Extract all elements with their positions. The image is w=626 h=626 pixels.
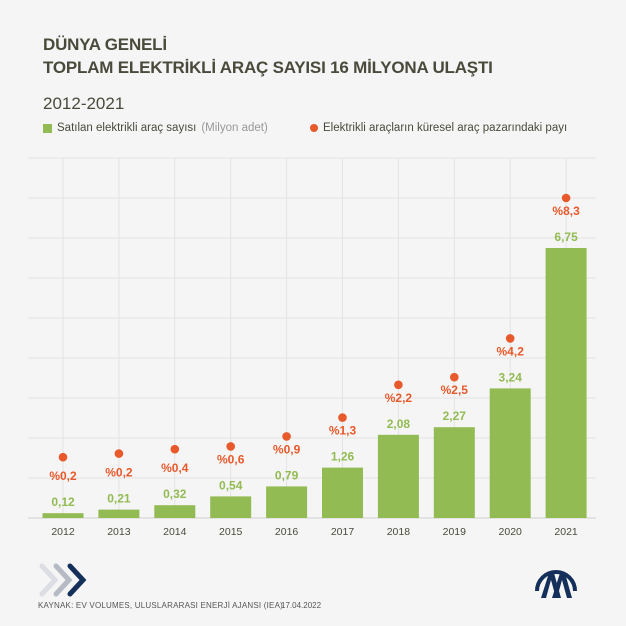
share-label: %4,2 <box>497 344 525 358</box>
legend-dots: Elektrikli araçların küresel araç pazarı… <box>310 122 567 134</box>
chevrons-icon <box>39 563 87 597</box>
title-line2: TOPLAM ELEKTRİKLİ ARAÇ SAYISI 16 MİLYONA… <box>43 58 493 77</box>
share-dot <box>114 449 124 458</box>
bar <box>489 388 531 518</box>
share-label: %0,2 <box>49 469 77 483</box>
source-text: KAYNAK: EV VOLUMES, ULUSLARARASI ENERJİ … <box>38 601 283 610</box>
bar <box>322 467 363 518</box>
share-dot <box>282 432 291 441</box>
bar-value-label: 0,54 <box>219 478 243 492</box>
legend-bar-swatch <box>43 123 52 133</box>
x-tick-label: 2018 <box>387 526 411 538</box>
share-dot <box>226 442 235 451</box>
date-text: 17.04.2022 <box>281 601 322 610</box>
share-label: %2,5 <box>441 383 469 397</box>
legend-bars-unit: (Milyon adet) <box>201 122 268 134</box>
share-label: %2,2 <box>385 391 413 405</box>
bar <box>98 509 140 518</box>
bar-value-label: 2,27 <box>443 409 467 423</box>
bar-value-label: 0,79 <box>275 468 299 482</box>
share-label: %0,2 <box>105 466 133 480</box>
share-label: %0,6 <box>217 452 245 466</box>
share-label: %0,9 <box>273 442 301 456</box>
x-tick-label: 2021 <box>554 526 578 538</box>
share-label: %8,3 <box>552 204 580 218</box>
share-dot <box>505 334 515 343</box>
x-tick-label: 2016 <box>275 526 299 538</box>
bar-value-label: 2,08 <box>387 417 411 431</box>
aa-logo <box>535 570 577 598</box>
legend-bars-label: Satılan elektrikli araç sayısı <box>57 122 197 134</box>
x-tick-label: 2012 <box>51 526 75 538</box>
x-tick-label: 2015 <box>219 526 243 538</box>
x-tick-label: 2014 <box>163 526 187 538</box>
share-dot <box>338 413 347 422</box>
bar-value-label: 0,12 <box>51 495 75 509</box>
share-dot <box>170 444 180 454</box>
bar-value-label: 0,21 <box>107 492 131 506</box>
legend-dots-label: Elektrikli araçların küresel araç pazarı… <box>323 122 568 134</box>
share-dot <box>394 380 403 390</box>
bar <box>377 434 419 518</box>
bar-value-label: 3,24 <box>499 370 523 384</box>
bar <box>42 513 84 518</box>
bar-value-label: 1,26 <box>331 450 355 464</box>
share-label: %0,4 <box>161 461 189 475</box>
x-tick-label: 2020 <box>499 526 523 538</box>
bar-value-label: 0,32 <box>163 487 187 501</box>
share-dot <box>561 193 571 203</box>
bar <box>210 496 252 518</box>
share-dot <box>58 452 68 462</box>
bar <box>433 427 475 518</box>
share-label: %1,3 <box>329 424 357 438</box>
x-tick-label: 2017 <box>331 526 355 538</box>
subtitle: 2012-2021 <box>43 94 125 113</box>
bar <box>545 248 587 518</box>
bar <box>154 505 196 518</box>
bar-value-label: 6,75 <box>554 230 578 244</box>
bar <box>266 486 308 518</box>
share-dot <box>450 372 459 382</box>
title-line1: DÜNYA GENELİ <box>43 35 167 54</box>
legend-bars: Satılan elektrikli araç sayısı (Milyon a… <box>43 122 268 134</box>
x-tick-label: 2019 <box>443 526 467 538</box>
x-tick-label: 2013 <box>107 526 131 538</box>
legend-dot-swatch <box>310 124 318 132</box>
